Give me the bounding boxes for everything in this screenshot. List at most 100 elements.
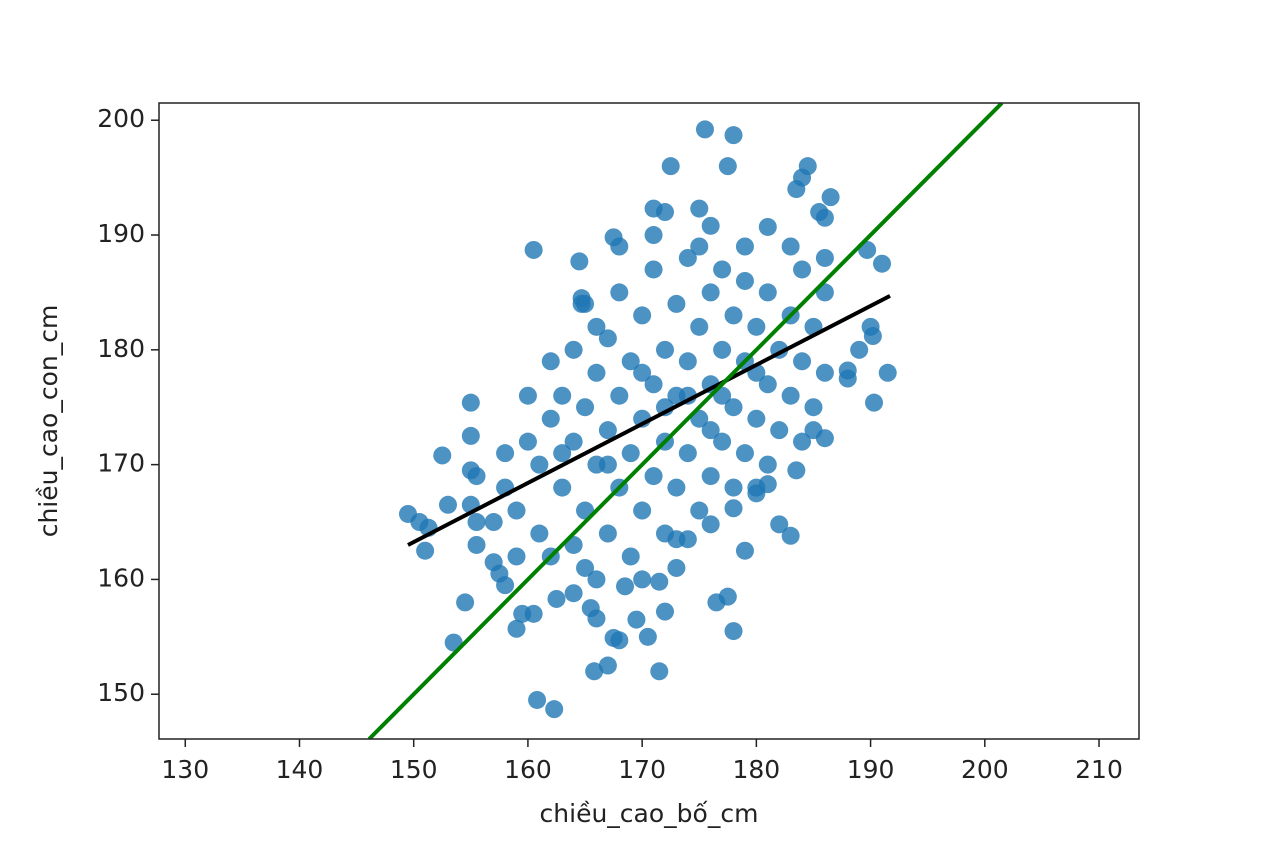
- scatter-point: [863, 327, 882, 346]
- x-tick-label: 180: [733, 755, 781, 784]
- scatter-point: [530, 455, 549, 474]
- scatter-point: [724, 499, 743, 518]
- x-tick-label: 200: [961, 755, 1009, 784]
- scatter-point: [553, 478, 572, 497]
- scatter-point: [564, 584, 583, 603]
- scatter-point: [781, 237, 800, 256]
- scatter-point: [747, 317, 766, 336]
- scatter-point: [507, 501, 526, 520]
- scatter-point: [576, 558, 595, 577]
- scatter-point: [793, 432, 812, 451]
- scatter-point: [701, 515, 720, 534]
- scatter-point: [585, 662, 604, 681]
- scatter-point: [456, 593, 475, 612]
- scatter-point: [598, 329, 617, 348]
- scatter-point: [758, 217, 777, 236]
- scatter-point: [610, 237, 629, 256]
- scatter-point: [667, 294, 686, 313]
- scatter-point: [518, 386, 537, 405]
- scatter-point: [661, 157, 680, 176]
- scatter-point: [524, 240, 543, 259]
- scatter-point: [655, 203, 674, 222]
- scatter-point: [576, 294, 595, 313]
- scatter-point: [821, 188, 840, 207]
- scatter-point: [793, 352, 812, 371]
- scatter-point: [804, 398, 823, 417]
- fit-line: [407, 294, 891, 547]
- scatter-point: [758, 475, 777, 494]
- y-tick-label: 170: [97, 449, 145, 478]
- scatter-point: [678, 248, 697, 267]
- scatter-point: [701, 216, 720, 235]
- scatter-point: [865, 393, 884, 412]
- scatter-point: [758, 375, 777, 394]
- scatter-point: [598, 656, 617, 675]
- scatter-point: [724, 306, 743, 325]
- scatter-point: [553, 444, 572, 463]
- scatter-point: [496, 576, 515, 595]
- scatter-point: [598, 524, 617, 543]
- scatter-point: [781, 386, 800, 405]
- scatter-point: [655, 340, 674, 359]
- scatter-point: [587, 609, 606, 628]
- scatter-point: [793, 260, 812, 279]
- scatter-point: [678, 352, 697, 371]
- scatter-point: [621, 547, 640, 566]
- scatter-point: [701, 283, 720, 302]
- scatter-point: [518, 432, 537, 451]
- scatter-point: [838, 369, 857, 388]
- scatter-point: [735, 237, 754, 256]
- scatter-point: [616, 577, 635, 596]
- scatter-point: [461, 393, 480, 412]
- scatter-point: [638, 627, 657, 646]
- y-tick-label: 150: [97, 678, 145, 707]
- scatter-point: [438, 495, 457, 514]
- scatter-point: [528, 690, 547, 709]
- scatter-point: [610, 283, 629, 302]
- scatter-point: [627, 610, 646, 629]
- scatter-point: [496, 444, 515, 463]
- scatter-point: [461, 426, 480, 445]
- scatter-point: [610, 631, 629, 650]
- x-tick-label: 190: [847, 755, 895, 784]
- scatter-point: [587, 317, 606, 336]
- scatter-point: [416, 541, 435, 560]
- scatter-point: [667, 478, 686, 497]
- scatter-point: [713, 260, 732, 279]
- scatter-point: [695, 120, 714, 139]
- scatter-point: [576, 398, 595, 417]
- scatter-point: [690, 237, 709, 256]
- scatter-point: [713, 340, 732, 359]
- plot-frame: [158, 102, 1140, 740]
- scatter-point: [621, 352, 640, 371]
- y-axis-label: chiều_cao_con_cm: [34, 305, 63, 538]
- y-tick-label: 160: [97, 563, 145, 592]
- x-tick-label: 140: [276, 755, 324, 784]
- scatter-point: [621, 444, 640, 463]
- scatter-point: [644, 375, 663, 394]
- x-axis-label: chiều_cao_bố_cm: [540, 799, 759, 828]
- scatter-point: [547, 589, 566, 608]
- scatter-point: [747, 409, 766, 428]
- scatter-point: [690, 501, 709, 520]
- scatter-point: [541, 352, 560, 371]
- scatter-point: [815, 208, 834, 227]
- scatter-point: [655, 602, 674, 621]
- scatter-point: [553, 386, 572, 405]
- scatter-point: [570, 252, 589, 271]
- scatter-point: [433, 446, 452, 465]
- scatter-point: [724, 622, 743, 641]
- identity-line: [367, 103, 1004, 739]
- x-tick-label: 130: [161, 755, 209, 784]
- scatter-point: [655, 524, 674, 543]
- x-tick-label: 150: [390, 755, 438, 784]
- scatter-point: [758, 283, 777, 302]
- scatter-point: [873, 254, 892, 273]
- x-tick-label: 210: [1075, 755, 1123, 784]
- scatter-point: [701, 421, 720, 440]
- scatter-point: [467, 535, 486, 554]
- scatter-point: [724, 398, 743, 417]
- scatter-point: [564, 340, 583, 359]
- scatter-point: [598, 455, 617, 474]
- scatter-point: [815, 248, 834, 267]
